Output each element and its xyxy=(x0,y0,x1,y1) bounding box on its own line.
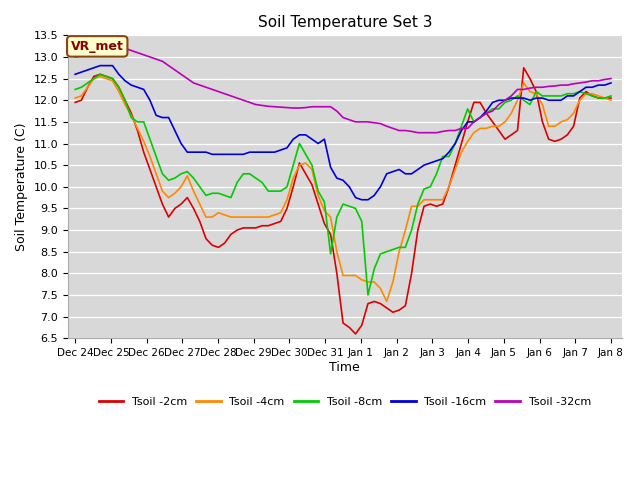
Tsoil -2cm xyxy=(339,320,347,326)
Tsoil -8cm xyxy=(302,152,310,157)
Line: Tsoil -32cm: Tsoil -32cm xyxy=(75,48,611,132)
Tsoil -4cm xyxy=(96,73,104,79)
Tsoil -16cm xyxy=(96,63,104,69)
Tsoil -4cm xyxy=(383,299,390,304)
Tsoil -16cm xyxy=(346,184,353,190)
Y-axis label: Soil Temperature (C): Soil Temperature (C) xyxy=(15,122,28,251)
Tsoil -32cm xyxy=(196,82,204,88)
Tsoil -2cm xyxy=(351,331,359,337)
Tsoil -8cm xyxy=(346,204,353,209)
Tsoil -2cm xyxy=(159,201,166,207)
Tsoil -2cm xyxy=(189,205,197,211)
Tsoil -4cm xyxy=(520,80,527,86)
X-axis label: Time: Time xyxy=(330,360,360,374)
Tsoil -2cm xyxy=(514,128,522,133)
Title: Soil Temperature Set 3: Soil Temperature Set 3 xyxy=(257,15,432,30)
Tsoil -32cm xyxy=(520,86,527,92)
Tsoil -4cm xyxy=(196,201,204,207)
Line: Tsoil -8cm: Tsoil -8cm xyxy=(75,74,611,295)
Line: Tsoil -4cm: Tsoil -4cm xyxy=(75,76,611,301)
Tsoil -32cm xyxy=(121,46,129,51)
Tsoil -4cm xyxy=(71,95,79,101)
Tsoil -4cm xyxy=(302,160,310,166)
Tsoil -8cm xyxy=(607,93,615,99)
Tsoil -2cm xyxy=(607,95,615,101)
Tsoil -16cm xyxy=(358,197,365,203)
Legend: Tsoil -2cm, Tsoil -4cm, Tsoil -8cm, Tsoil -16cm, Tsoil -32cm: Tsoil -2cm, Tsoil -4cm, Tsoil -8cm, Tsoi… xyxy=(94,392,595,411)
Tsoil -16cm xyxy=(164,115,172,120)
Tsoil -16cm xyxy=(71,72,79,77)
Tsoil -32cm xyxy=(164,63,172,69)
Tsoil -8cm xyxy=(364,292,372,298)
Tsoil -2cm xyxy=(520,65,527,71)
Tsoil -4cm xyxy=(234,214,241,220)
Line: Tsoil -2cm: Tsoil -2cm xyxy=(75,68,611,334)
Tsoil -4cm xyxy=(346,273,353,278)
Tsoil -8cm xyxy=(196,184,204,190)
Tsoil -2cm xyxy=(227,231,235,237)
Tsoil -8cm xyxy=(71,86,79,92)
Tsoil -32cm xyxy=(607,76,615,82)
Line: Tsoil -16cm: Tsoil -16cm xyxy=(75,66,611,200)
Text: VR_met: VR_met xyxy=(71,40,124,53)
Tsoil -8cm xyxy=(234,180,241,185)
Tsoil -32cm xyxy=(414,130,422,135)
Tsoil -4cm xyxy=(164,195,172,201)
Tsoil -32cm xyxy=(234,95,241,101)
Tsoil -2cm xyxy=(296,160,303,166)
Tsoil -8cm xyxy=(520,97,527,103)
Tsoil -16cm xyxy=(196,149,204,155)
Tsoil -16cm xyxy=(302,132,310,138)
Tsoil -16cm xyxy=(520,95,527,101)
Tsoil -32cm xyxy=(71,54,79,60)
Tsoil -32cm xyxy=(302,105,310,110)
Tsoil -8cm xyxy=(164,178,172,183)
Tsoil -16cm xyxy=(607,80,615,86)
Tsoil -16cm xyxy=(234,152,241,157)
Tsoil -2cm xyxy=(71,99,79,105)
Tsoil -8cm xyxy=(96,72,104,77)
Tsoil -32cm xyxy=(346,117,353,122)
Tsoil -4cm xyxy=(607,97,615,103)
